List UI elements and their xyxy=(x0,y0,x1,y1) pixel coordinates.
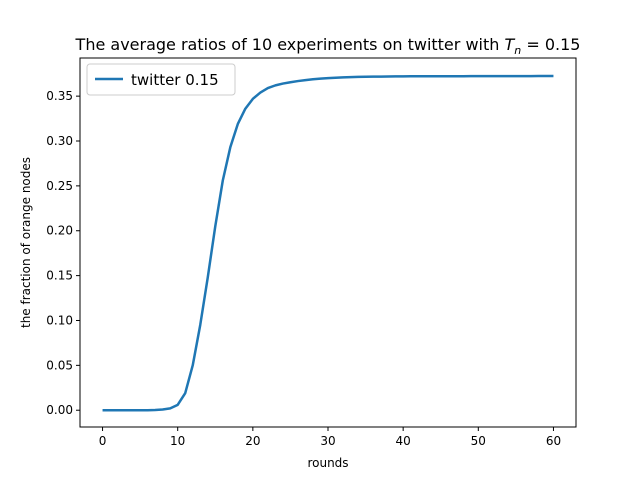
chart-title-suffix: = 0.15 xyxy=(521,35,580,54)
x-tick-label: 30 xyxy=(320,434,335,448)
legend-entry-label: twitter 0.15 xyxy=(131,71,219,89)
y-tick-label: 0.00 xyxy=(46,403,73,417)
y-tick-label: 0.15 xyxy=(46,269,73,283)
chart-title-sub: n xyxy=(514,44,521,57)
x-tick-label: 20 xyxy=(245,434,260,448)
y-axis-label: the fraction of orange nodes xyxy=(19,157,33,328)
series-layer xyxy=(102,74,554,412)
axis-ticks: 0 10 20 30 40 50 60 0.00 0.05 0.10 0.15 0.20 0.25 0.3… xyxy=(46,89,561,448)
y-tick-label: 0.25 xyxy=(46,179,73,193)
legend-box xyxy=(86,63,236,96)
legend: twitter 0.15 xyxy=(86,63,236,96)
chart-title-var: T xyxy=(504,35,515,54)
y-tick-label: 0.35 xyxy=(46,89,73,103)
y-tick-label: 0.30 xyxy=(46,134,73,148)
series-line-twitter-0-15 xyxy=(102,74,554,412)
y-tick-label: 0.05 xyxy=(46,358,73,372)
x-tick-label: 50 xyxy=(471,434,486,448)
plot-area-frame xyxy=(79,57,577,428)
y-tick-label: 0.20 xyxy=(46,224,73,238)
x-tick-label: 10 xyxy=(170,434,185,448)
y-tick-label: 0.10 xyxy=(46,313,73,327)
x-axis-label: rounds xyxy=(307,456,348,470)
x-tick-label: 60 xyxy=(546,434,561,448)
chart-title-prefix: The average ratios of 10 experiments on … xyxy=(75,35,505,54)
x-tick-label: 0 xyxy=(99,434,107,448)
chart-title: The average ratios of 10 experiments on … xyxy=(75,35,581,57)
x-tick-label: 40 xyxy=(396,434,411,448)
